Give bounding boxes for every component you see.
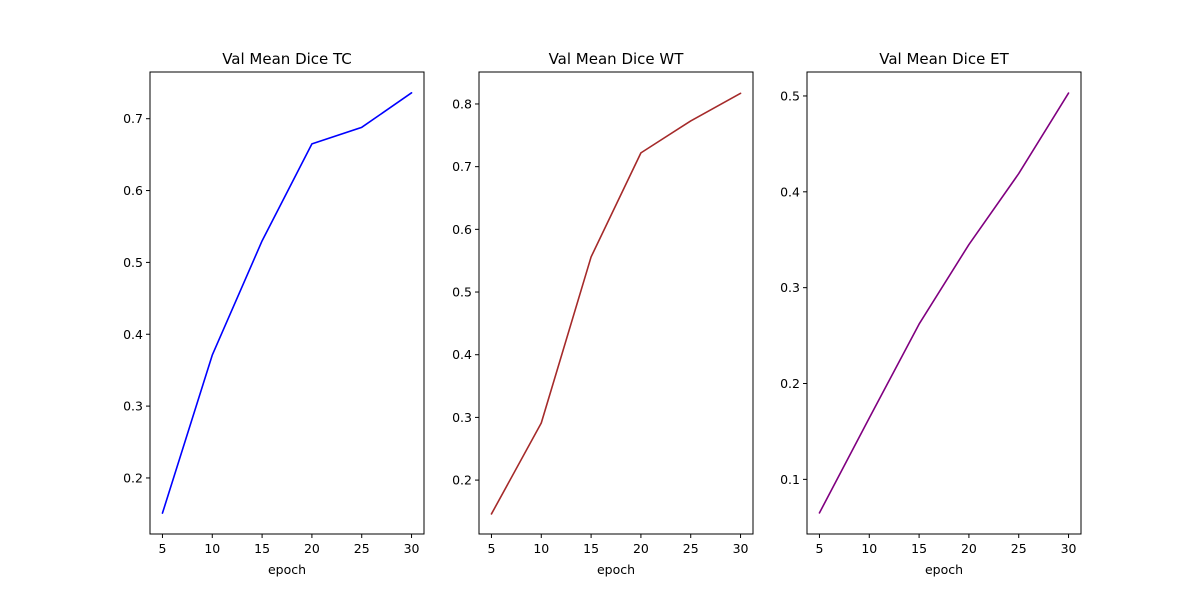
x-tick-label: 10	[533, 541, 549, 556]
axes-frame	[149, 71, 425, 535]
y-tick-label: 0.8	[452, 96, 472, 111]
x-tick-label: 20	[633, 541, 649, 556]
y-tick-label: 0.7	[123, 111, 143, 126]
x-tick-label: 25	[354, 541, 370, 556]
x-tick-label: 15	[583, 541, 599, 556]
x-tick-label: 25	[683, 541, 699, 556]
y-tick-label: 0.7	[452, 159, 472, 174]
y-tick-label: 0.4	[123, 327, 143, 342]
chart-title: Val Mean Dice WT	[549, 50, 685, 68]
x-axis-label: epoch	[925, 562, 963, 577]
x-axis-label: epoch	[597, 562, 635, 577]
chart-title: Val Mean Dice TC	[222, 50, 352, 68]
series-line	[818, 92, 1070, 514]
y-tick-label: 0.3	[780, 280, 800, 295]
y-tick-label: 0.1	[780, 472, 800, 487]
y-tick-label: 0.4	[452, 347, 472, 362]
y-tick-label: 0.6	[452, 222, 472, 237]
series-line	[161, 92, 413, 514]
x-tick-label: 25	[1011, 541, 1027, 556]
chart-panel-3: Val Mean Dice ET 5 10 15 20 25 30 0.1 0.2 0.3 0.4 0…	[780, 50, 1082, 577]
x-tick-label: 30	[404, 541, 420, 556]
chart-panel-1: Val Mean Dice TC 5 10 15 20 25 30 0.2 0.3 0.4 0.5 0…	[123, 50, 425, 577]
axes-frame	[478, 71, 754, 535]
axes-frame	[806, 71, 1082, 535]
y-tick-label: 0.6	[123, 183, 143, 198]
x-tick-label: 15	[911, 541, 927, 556]
series-line	[490, 92, 742, 515]
y-tick-label: 0.5	[452, 285, 472, 300]
y-tick-label: 0.5	[780, 88, 800, 103]
chart-title: Val Mean Dice ET	[879, 50, 1009, 68]
y-tick-label: 0.3	[452, 410, 472, 425]
y-tick-label: 0.2	[123, 470, 143, 485]
y-tick-label: 0.2	[780, 376, 800, 391]
x-tick-label: 10	[204, 541, 220, 556]
x-tick-label: 15	[254, 541, 270, 556]
x-tick-label: 5	[815, 541, 823, 556]
x-axis-label: epoch	[268, 562, 306, 577]
chart-panel-2: Val Mean Dice WT 5 10 15 20 25 30 0.2 0.3 0.4 0.5 0…	[452, 50, 754, 577]
y-tick-label: 0.3	[123, 399, 143, 414]
x-tick-label: 30	[1061, 541, 1077, 556]
x-tick-label: 10	[861, 541, 877, 556]
x-tick-label: 30	[733, 541, 749, 556]
y-tick-label: 0.2	[452, 473, 472, 488]
x-tick-label: 5	[158, 541, 166, 556]
x-tick-label: 5	[487, 541, 495, 556]
x-tick-label: 20	[304, 541, 320, 556]
x-tick-label: 20	[961, 541, 977, 556]
y-tick-label: 0.5	[123, 255, 143, 270]
y-tick-label: 0.4	[780, 184, 800, 199]
